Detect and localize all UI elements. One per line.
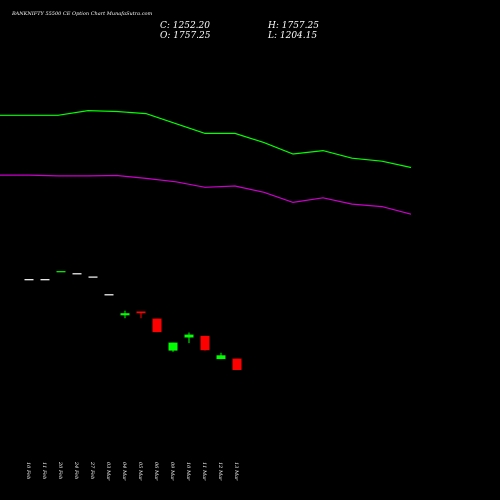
x-tick-label: 11 Feb: [41, 462, 47, 479]
candle-body: [88, 276, 98, 278]
candle-body: [168, 342, 178, 351]
x-tick-label: 24 Feb: [73, 461, 79, 479]
x-tick-label: 04 Mar: [121, 462, 127, 481]
candle-body: [152, 318, 162, 333]
candle: [216, 352, 226, 360]
overlay-lines: [0, 109, 412, 215]
candle-body: [40, 279, 50, 281]
candle: [168, 342, 178, 352]
candle: [152, 318, 162, 333]
x-tick-label: 10 Mar: [185, 462, 191, 481]
candle-body: [72, 273, 82, 275]
x-tick-label: 13 Mar: [233, 462, 239, 481]
candle: [200, 335, 210, 351]
candle: [232, 358, 242, 370]
x-tick-label: 09 Mar: [169, 462, 175, 481]
candle: [120, 310, 130, 319]
x-tick-label: 05 Mar: [137, 462, 143, 481]
x-axis-ticks: 10 Feb 11 Feb 20 Feb 24 Feb 27 Feb 03 Mar 04 M…: [25, 461, 239, 481]
ohlc-low-label: L: 1204.15: [267, 31, 317, 41]
x-tick-label: 10 Feb: [25, 462, 31, 479]
x-tick-label: 11 Mar: [201, 462, 207, 481]
ohlc-close-label: C: 1252.20: [160, 21, 210, 31]
x-tick-label: 20 Feb: [57, 461, 63, 479]
candle-body: [200, 335, 210, 351]
candle: [184, 332, 194, 344]
candle: [24, 279, 34, 281]
candle: [88, 276, 98, 278]
candle-body: [24, 279, 34, 281]
candles: [24, 271, 242, 370]
candle: [56, 271, 66, 273]
candle: [104, 294, 114, 296]
candle: [72, 273, 82, 275]
candle-body: [136, 311, 146, 314]
candle-body: [232, 358, 242, 370]
overlay-line-1: [0, 109, 412, 169]
overlay-line-2: [0, 174, 412, 215]
candle-body: [104, 294, 114, 296]
candle-body: [216, 355, 226, 360]
candle: [40, 279, 50, 281]
ohlc-high-label: H: 1757.25: [267, 21, 319, 31]
x-tick-label: 03 Mar: [105, 462, 111, 481]
candle-body: [56, 271, 66, 273]
x-tick-label: 06 Mar: [153, 462, 159, 481]
x-tick-label: 27 Feb: [89, 461, 95, 479]
chart-title: BANKNIFTY 55500 CE Option Chart MunafaSu…: [11, 11, 153, 17]
candle-body: [184, 334, 194, 338]
x-tick-label: 12 Mar: [217, 462, 223, 481]
candle: [136, 311, 146, 319]
ohlc-open-label: O: 1757.25: [160, 31, 211, 41]
candle-body: [120, 313, 130, 316]
